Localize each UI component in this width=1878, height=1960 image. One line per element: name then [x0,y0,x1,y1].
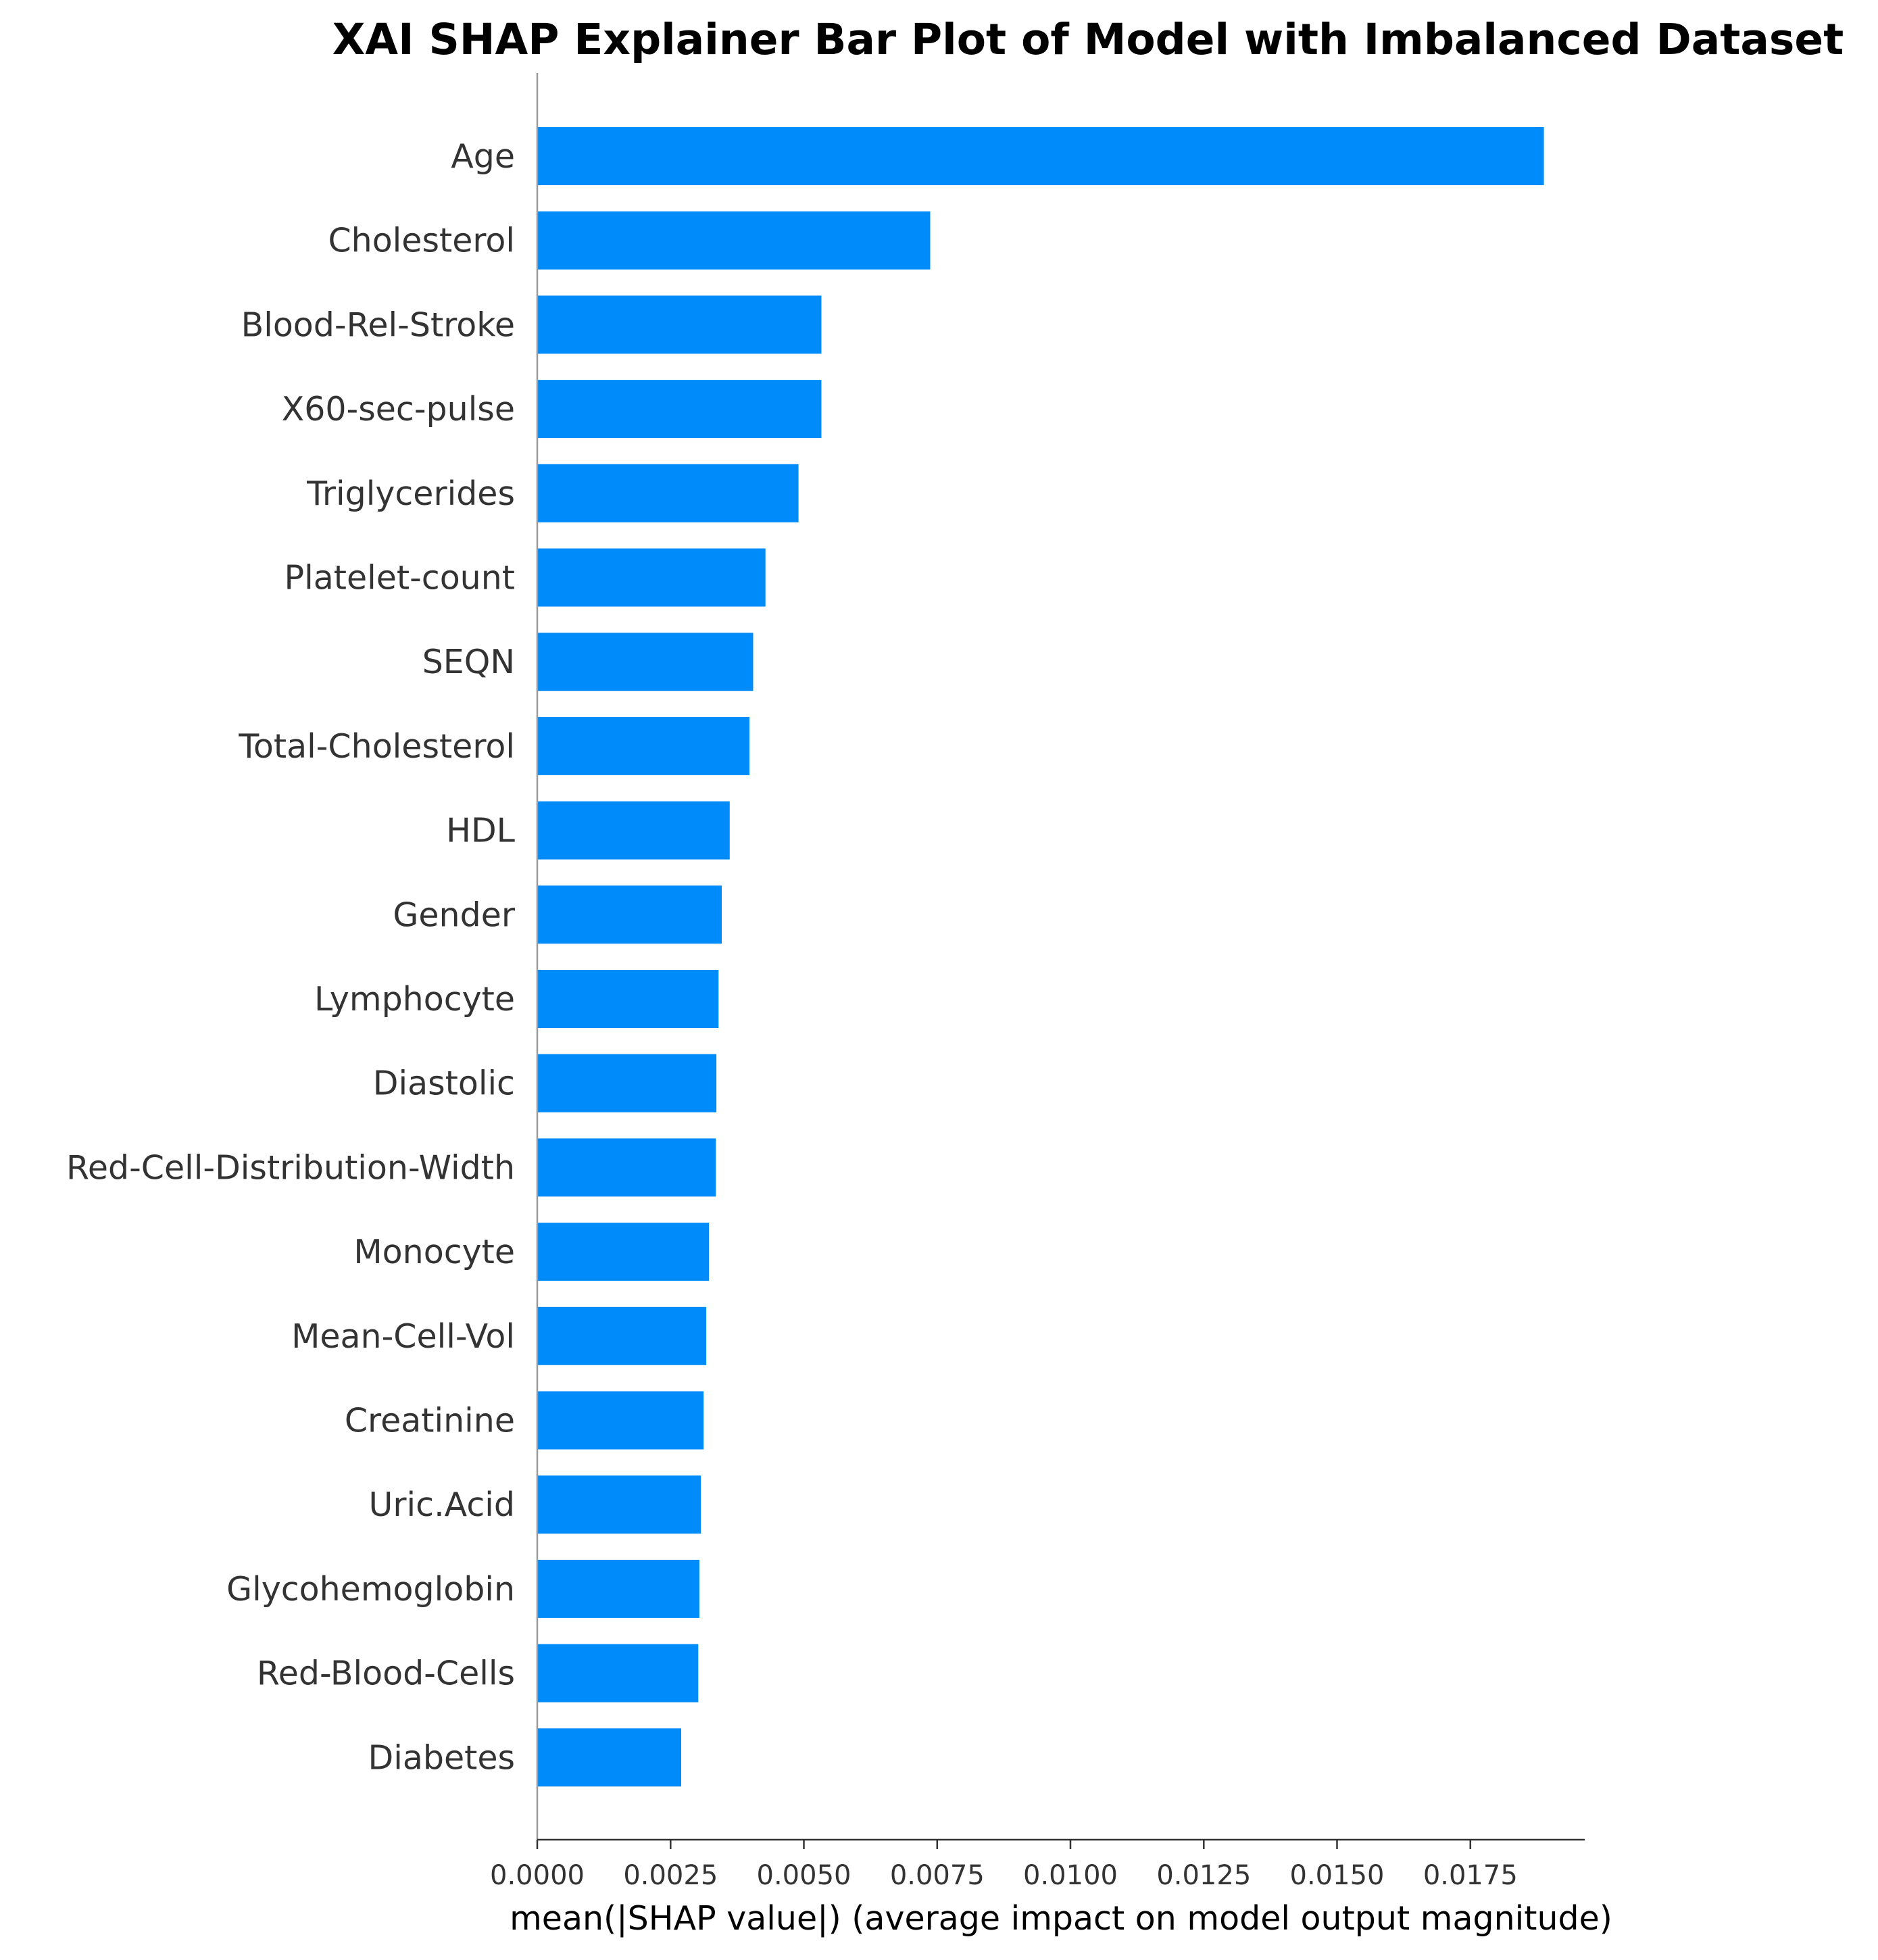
category-label: Blood-Rel-Stroke [241,305,515,344]
category-labels: Age Cholesterol Blood-Rel-Stroke X60-sec-pu… [66,137,516,1777]
category-label: Uric.Acid [369,1486,515,1524]
x-tick-label: 0.0000 [490,1860,585,1891]
x-tick-label: 0.0175 [1423,1860,1518,1891]
category-label: Lymphocyte [314,980,515,1019]
category-label: Age [451,137,515,176]
bar-glycohemoglobin [537,1559,699,1618]
x-axis-label: mean(|SHAP value|) (average impact on mo… [510,1899,1612,1938]
x-tick-label: 0.0125 [1156,1860,1251,1891]
category-label: Creatinine [345,1402,515,1440]
category-label: SEQN [422,643,515,681]
bar-total-cholesterol [537,716,749,775]
bars-group [537,127,1544,1787]
x-axis-ticks: 0.0000 0.0025 0.0050 0.0075 0.0100 0.0125 0.01… [490,1840,1518,1891]
category-label: Red-Blood-Cells [257,1655,515,1693]
category-label: Red-Cell-Distribution-Width [66,1148,515,1187]
bar-seqn [537,633,753,691]
category-label: Platelet-count [285,559,515,597]
category-label: Monocyte [353,1233,515,1271]
category-label: Diastolic [373,1064,515,1103]
category-label: Diabetes [368,1738,515,1777]
category-label: X60-sec-pulse [282,390,515,428]
category-label: Gender [393,896,515,934]
bar-red-cell-distribution-width [537,1138,716,1197]
bar-creatinine [537,1391,704,1450]
bar-triglycerides [537,464,799,522]
bar-lymphocyte [537,970,719,1028]
category-label: Total-Cholesterol [238,727,515,766]
bar-hdl [537,801,730,860]
bar-diabetes [537,1728,681,1787]
category-label: Cholesterol [328,222,515,260]
bar-cholesterol [537,211,931,270]
x-tick-label: 0.0025 [623,1860,718,1891]
bar-x60-sec-pulse [537,380,822,439]
x-tick-label: 0.0075 [890,1860,985,1891]
bar-mean-cell-vol [537,1306,707,1365]
x-tick-label: 0.0050 [757,1860,851,1891]
category-label: Glycohemoglobin [226,1570,515,1609]
chart-title: XAI SHAP Explainer Bar Plot of Model wit… [332,15,1844,64]
bar-age [537,127,1544,185]
category-label: Mean-Cell-Vol [291,1317,515,1356]
bar-blood-rel-stroke [537,295,822,354]
bar-gender [537,885,722,944]
bar-diastolic [537,1054,717,1112]
category-label: Triglycerides [306,474,515,513]
bar-monocyte [537,1223,710,1281]
x-tick-label: 0.0100 [1023,1860,1118,1891]
bar-red-blood-cells [537,1644,699,1702]
x-tick-label: 0.0150 [1290,1860,1385,1891]
bar-platelet-count [537,548,766,607]
bar-uric-acid [537,1475,701,1534]
category-label: HDL [446,812,516,850]
